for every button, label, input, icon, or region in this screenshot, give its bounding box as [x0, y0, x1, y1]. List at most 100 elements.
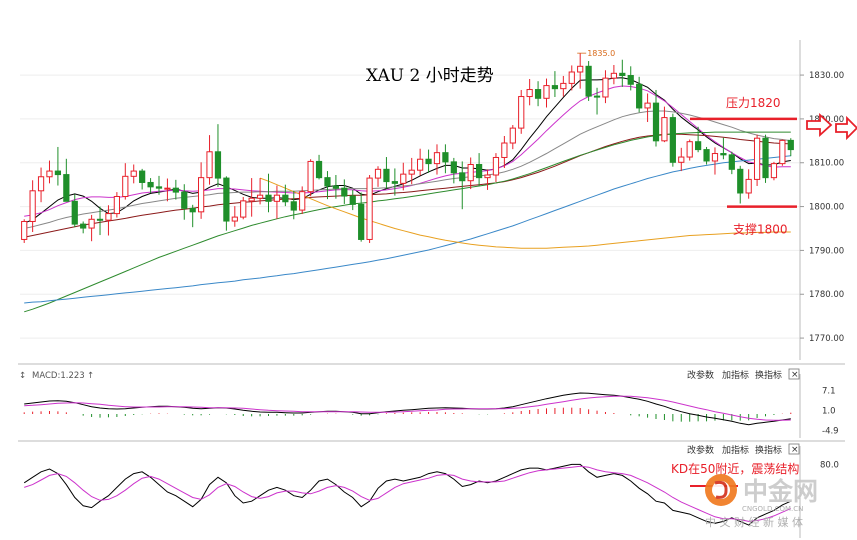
candle-body: [703, 149, 710, 162]
candle-body: [787, 139, 794, 151]
candle: [475, 153, 483, 187]
candle-body: [577, 65, 584, 73]
kd-toolbar: 改参数 加指标 换指标 ×: [687, 443, 800, 456]
candle-body: [223, 177, 230, 222]
candle-body: [63, 174, 70, 202]
candle-body: [501, 142, 508, 158]
candle-body: [475, 163, 483, 179]
candle: [433, 144, 441, 175]
candle: [139, 168, 146, 190]
candle-body: [720, 153, 727, 156]
candle-body: [349, 195, 356, 205]
candle-body: [273, 194, 281, 202]
candle-body: [467, 163, 474, 182]
candle: [610, 64, 617, 85]
candle: [627, 66, 634, 91]
candle: [408, 157, 415, 185]
candle: [29, 180, 36, 232]
candle: [484, 169, 491, 190]
moving-average-line: [24, 110, 791, 229]
candle-body: [383, 168, 390, 183]
add-indicator-button[interactable]: 加指标: [722, 369, 749, 381]
candle: [417, 148, 424, 176]
candle-body: [686, 141, 693, 158]
candle: [501, 136, 508, 168]
candle: [695, 126, 702, 153]
candle-body: [779, 139, 786, 165]
macd-label: MACD:1.223: [32, 371, 85, 381]
candle: [467, 157, 474, 190]
candle-body: [240, 200, 247, 218]
candle: [80, 221, 87, 234]
candle-body: [442, 152, 449, 163]
candle-body: [358, 203, 365, 240]
resistance-label: 压力1820: [726, 96, 781, 110]
candle: [307, 159, 314, 197]
candle-body: [181, 191, 188, 209]
kd-note: KD在50附近，震荡结构: [671, 461, 799, 476]
candle-body: [341, 187, 348, 197]
price-tick-label: 1830.00: [809, 71, 844, 81]
candle: [358, 192, 365, 242]
candle: [425, 149, 432, 173]
candle-body: [400, 173, 407, 184]
candle: [619, 59, 626, 87]
macd-panel: ↕ MACD:1.223 ↑ 7.1 1.0 -4.9: [18, 363, 845, 438]
candle-body: [122, 175, 129, 197]
price-tick-label: 1790.00: [809, 246, 844, 256]
candle-body: [155, 186, 163, 189]
candle: [585, 61, 592, 101]
candle-body: [745, 178, 752, 194]
candle: [678, 147, 685, 172]
candle: [147, 178, 154, 193]
candle: [54, 146, 62, 186]
moving-average-line: [24, 155, 791, 304]
candle-body: [332, 185, 340, 189]
candle: [669, 113, 676, 167]
macd-tick-label: 7.1: [822, 386, 836, 396]
candle: [113, 192, 120, 218]
cngold-logo-swirl: [714, 480, 728, 499]
price-axis: 1830.001820.001810.001800.001790.001780.…: [799, 40, 844, 360]
switch-indicator-button[interactable]: 换指标: [755, 444, 782, 456]
candlesticks: [21, 53, 794, 243]
candle-body: [71, 200, 78, 225]
moving-average-line: [24, 85, 791, 217]
candle-body: [88, 218, 95, 229]
candle: [172, 179, 179, 200]
candle: [71, 194, 78, 228]
candle-body: [206, 151, 213, 179]
add-indicator-button[interactable]: 加指标: [722, 444, 749, 456]
candle-body: [636, 83, 643, 109]
macd-toolbar: 改参数 加指标 换指标 ×: [687, 368, 800, 381]
moving-average-line: [259, 177, 791, 249]
candle-body: [762, 137, 769, 179]
modify-params-button[interactable]: 改参数: [687, 444, 714, 456]
annotations: 压力1820 支撑1800 1835.0: [577, 49, 857, 237]
candle-body: [299, 191, 306, 211]
close-icon[interactable]: [788, 368, 800, 380]
switch-indicator-button[interactable]: 换指标: [755, 369, 782, 381]
candle: [568, 65, 575, 91]
candle: [753, 134, 761, 186]
candle-body: [568, 71, 575, 84]
candle-body: [644, 102, 651, 109]
candle: [745, 169, 752, 199]
candle: [391, 168, 398, 196]
candle-body: [433, 152, 441, 165]
cngold-tagline: 中 文 财 经 新 媒 体: [705, 515, 803, 529]
candle-body: [324, 177, 331, 187]
candle-body: [189, 207, 196, 213]
candle-body: [307, 160, 314, 193]
candle-body: [543, 85, 550, 99]
kd-d-line: [24, 465, 791, 522]
candle-body: [728, 154, 735, 170]
candle: [509, 125, 516, 150]
peak-price-label: 1835.0: [587, 49, 615, 58]
modify-params-button[interactable]: 改参数: [687, 369, 714, 381]
candle: [223, 176, 230, 231]
candle: [366, 175, 373, 243]
candle: [492, 153, 500, 183]
close-icon[interactable]: [788, 443, 800, 455]
